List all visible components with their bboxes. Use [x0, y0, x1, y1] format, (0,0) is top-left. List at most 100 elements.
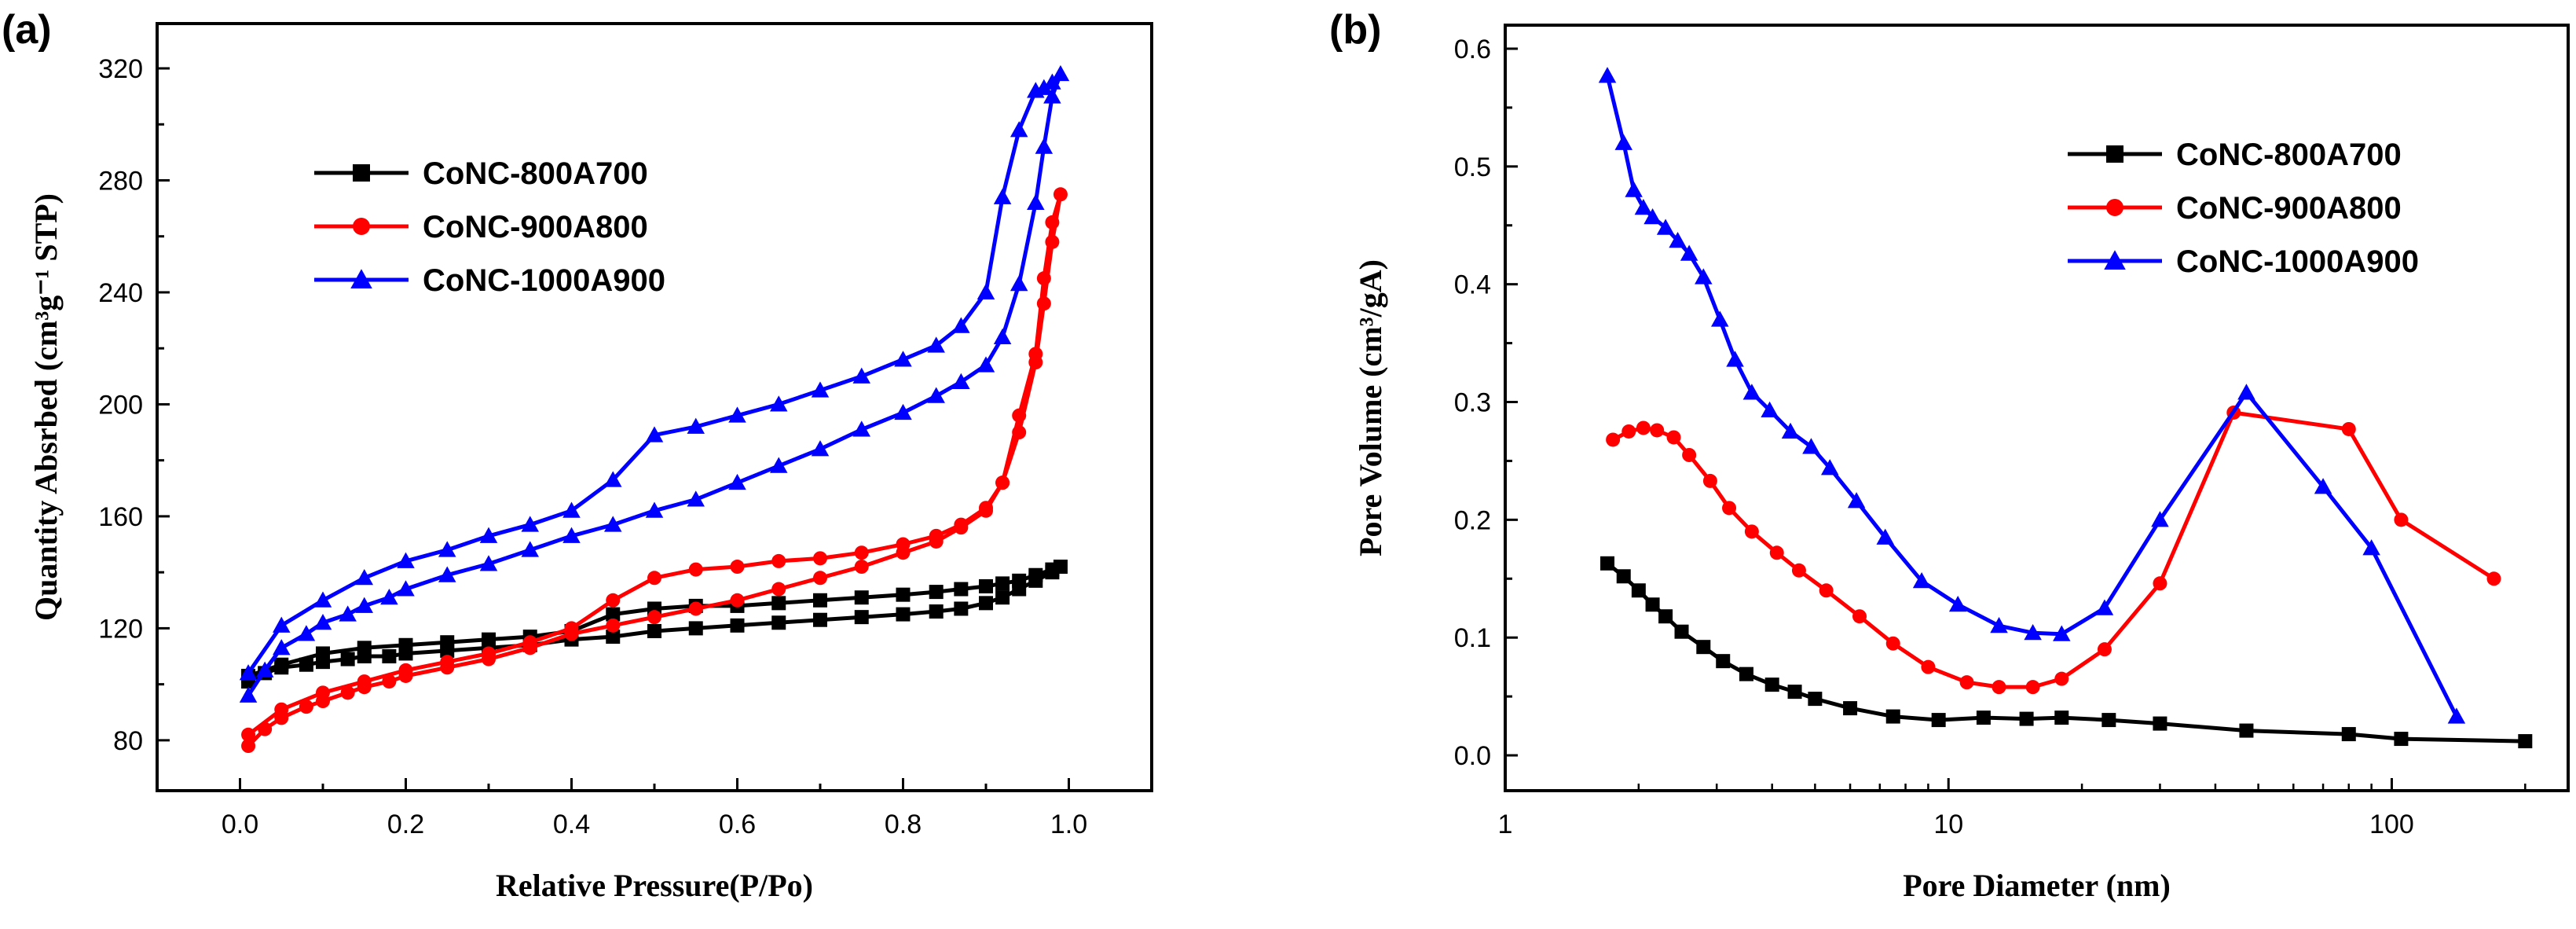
data-point: [927, 336, 945, 353]
data-point: [299, 700, 313, 714]
data-point: [1802, 438, 1820, 454]
data-point: [355, 597, 373, 613]
data-point: [482, 646, 496, 661]
data-point: [813, 571, 827, 586]
data-point: [2153, 576, 2167, 591]
data-point: [1742, 384, 1761, 400]
data-point: [1682, 447, 1697, 462]
data-point: [355, 569, 373, 586]
y-tick-label: 0.6: [1454, 35, 1491, 64]
data-point: [896, 587, 911, 602]
data-point: [854, 545, 869, 560]
x-tick-label: 0.4: [553, 810, 590, 839]
x-tick-label: 100: [2369, 810, 2414, 839]
data-point: [728, 406, 746, 423]
data-point: [398, 663, 413, 677]
data-point: [398, 637, 413, 652]
data-point: [482, 632, 496, 647]
data-point: [1656, 218, 1675, 235]
data-point: [1658, 609, 1673, 624]
data-point: [770, 395, 788, 412]
data-point: [645, 501, 664, 518]
x-tick-label: 1.0: [1050, 810, 1087, 839]
data-point: [382, 674, 397, 689]
data-point: [813, 593, 827, 608]
y-axis-title: Pore Volume (cm³/gA): [1353, 259, 1388, 556]
data-point: [1043, 73, 1061, 90]
data-point: [2053, 625, 2071, 641]
data-point: [979, 501, 993, 516]
data-point: [521, 516, 539, 532]
data-point: [2518, 734, 2533, 749]
data-point: [1645, 597, 1660, 612]
data-point: [2153, 716, 2167, 731]
data-point: [730, 560, 745, 575]
series-CoNC-900A800: [241, 187, 1068, 754]
data-point: [896, 537, 911, 552]
data-point: [440, 635, 455, 650]
data-point: [299, 657, 313, 672]
series-CoNC-800A700: [241, 560, 1068, 689]
data-point: [1051, 64, 1070, 82]
panel-a-label: (a): [2, 7, 52, 53]
data-point: [1010, 275, 1028, 292]
data-point: [1674, 624, 1689, 639]
data-point: [340, 685, 355, 700]
data-point: [604, 516, 622, 532]
data-point: [979, 578, 993, 593]
x-tick-label: 0.6: [719, 810, 756, 839]
data-point: [728, 473, 746, 490]
data-point: [382, 649, 397, 664]
data-point: [854, 610, 869, 625]
data-point: [2362, 539, 2380, 556]
data-point: [2447, 707, 2466, 724]
data-point: [688, 621, 703, 636]
data-point: [894, 351, 912, 367]
series-CoNC-900A800: [1606, 405, 2501, 695]
data-point: [1959, 675, 1974, 690]
data-point: [813, 551, 827, 566]
data-point: [339, 605, 357, 622]
data-point: [1621, 424, 1636, 439]
legend-label: CoNC-900A800: [2176, 191, 2402, 226]
data-point: [1921, 659, 1936, 674]
data-point: [1045, 562, 1060, 577]
data-point: [995, 576, 1010, 591]
data-point: [1781, 422, 1800, 439]
data-point: [854, 590, 869, 605]
data-point: [1716, 654, 1731, 669]
data-point: [771, 615, 786, 630]
data-point: [1669, 231, 1687, 248]
data-point: [438, 566, 456, 582]
legend-marker: [2106, 145, 2123, 163]
data-point: [1992, 680, 2006, 695]
data-point: [297, 625, 316, 641]
data-point: [952, 373, 970, 389]
data-point: [522, 635, 537, 650]
data-point: [645, 426, 664, 442]
data-point: [1598, 67, 1617, 83]
data-point: [357, 641, 372, 655]
data-point: [357, 674, 372, 689]
data-point: [604, 471, 622, 487]
data-point: [813, 612, 827, 627]
data-point: [1931, 713, 1946, 728]
data-point: [606, 607, 621, 622]
data-point: [2239, 723, 2254, 738]
data-point: [1876, 528, 1894, 545]
y-tick-label: 0.5: [1454, 152, 1491, 182]
data-point: [1976, 711, 1991, 725]
data-point: [562, 527, 581, 543]
data-point: [1885, 636, 1900, 651]
data-point: [1045, 234, 1060, 249]
data-point: [606, 593, 621, 608]
data-point: [1027, 82, 1045, 98]
data-point: [1726, 351, 1744, 367]
y-tick-label: 0.3: [1454, 388, 1491, 418]
data-point: [1636, 420, 1651, 435]
data-point: [2054, 671, 2069, 686]
legend-marker: [2106, 199, 2123, 216]
data-point: [687, 417, 705, 434]
x-axis-title: Relative Pressure(P/Po): [496, 868, 813, 903]
data-point: [316, 646, 330, 661]
